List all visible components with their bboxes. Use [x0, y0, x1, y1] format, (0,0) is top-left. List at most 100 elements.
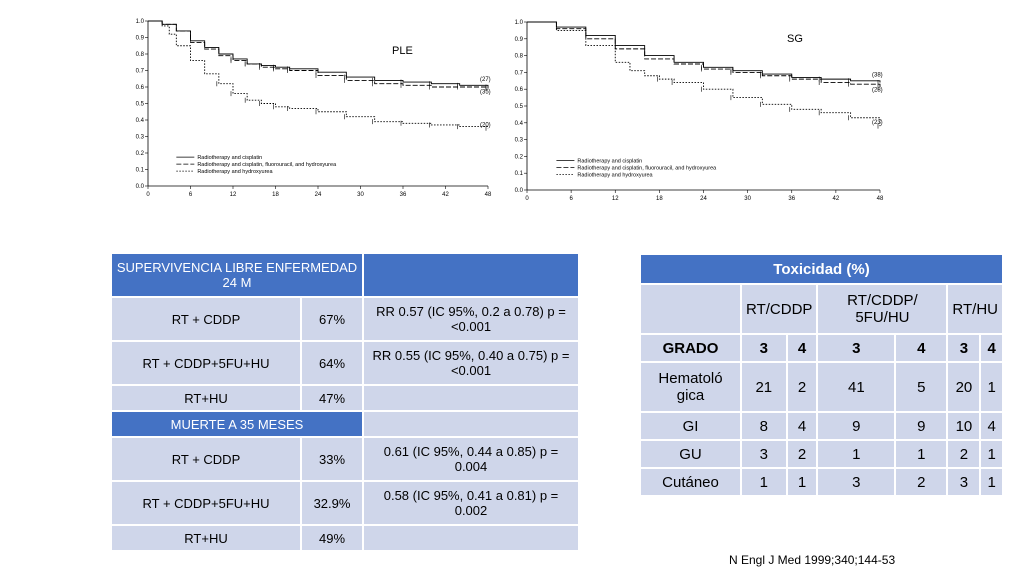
pct-cell: 49% [302, 526, 362, 550]
tox-value: 2 [787, 441, 817, 467]
survival-header-1: SUPERVIVENCIA LIBRE ENFERMEDAD 24 M [112, 254, 362, 296]
grade-cell: 4 [981, 335, 1002, 361]
table-row: RT + CDDP 33% 0.61 (IC 95%, 0.44 a 0.85)… [112, 438, 578, 480]
series-end-label: (27) [480, 77, 491, 83]
series-line [148, 20, 489, 89]
series-end-label: (23) [872, 120, 883, 126]
arm-cell: RT+HU [112, 526, 300, 550]
series-end-label: (38) [872, 72, 883, 78]
tox-value: 2 [787, 363, 817, 411]
tox-value: 9 [896, 413, 947, 439]
tox-label: Hematoló gica [641, 363, 741, 411]
y-tick-label: 0.9 [136, 36, 145, 42]
y-tick-label: 0.4 [136, 118, 145, 124]
table-row: RT + CDDP+5FU+HU 64% RR 0.55 (IC 95%, 0.… [112, 342, 578, 384]
x-tick-label: 24 [315, 192, 322, 198]
grade-row: GRADO 3 4 3 4 3 4 [641, 335, 1002, 361]
y-tick-label: 0.3 [136, 135, 145, 141]
km-chart-ple: 0.0 0.1 0.2 0.3 0.4 0.5 0.6 0.7 0.8 0.9 1.0 0 6 12 18 2… [128, 14, 498, 200]
y-tick-label: 0.3 [515, 138, 524, 144]
tox-value: 1 [896, 441, 947, 467]
table-row: RT+HU 49% [112, 526, 578, 550]
tox-value: 10 [948, 413, 980, 439]
survival-header-2: MUERTE A 35 MESES [112, 412, 362, 436]
grade-cell: 3 [948, 335, 980, 361]
y-tick-label: 0.2 [136, 151, 145, 157]
x-tick-label: 48 [485, 192, 492, 198]
km-chart-sg: 0.0 0.1 0.2 0.3 0.4 0.5 0.6 0.7 0.8 0.9 1.0 0 6 12 18 2… [507, 16, 887, 204]
tox-value: 1 [981, 469, 1002, 495]
tox-value: 2 [896, 469, 947, 495]
tox-value: 5 [896, 363, 947, 411]
tox-value: 2 [948, 441, 980, 467]
y-tick-label: 0.7 [136, 69, 145, 75]
toxicity-title-row: Toxicidad (%) [641, 255, 1002, 283]
stat-cell [364, 386, 578, 410]
x-tick-label: 36 [788, 196, 795, 202]
x-tick-label: 0 [525, 196, 529, 202]
y-tick-label: 0.2 [515, 154, 524, 160]
stat-cell: 0.58 (IC 95%, 0.41 a 0.81) p = 0.002 [364, 482, 578, 524]
series-line [527, 21, 881, 83]
grade-cell: 4 [896, 335, 947, 361]
pct-cell: 32.9% [302, 482, 362, 524]
x-tick-label: 36 [400, 192, 407, 198]
series-end-label: (28) [872, 88, 883, 94]
tox-label: GI [641, 413, 741, 439]
survival-table: SUPERVIVENCIA LIBRE ENFERMEDAD 24 M RT +… [110, 252, 580, 552]
grade-cell: 3 [818, 335, 895, 361]
y-tick-label: 0.6 [136, 85, 145, 91]
x-tick-label: 6 [189, 192, 193, 198]
pct-cell: 47% [302, 386, 362, 410]
tox-value: 4 [981, 413, 1002, 439]
arm-cell: RT + CDDP+5FU+HU [112, 482, 300, 524]
x-tick-label: 12 [230, 192, 237, 198]
stat-cell: 0.61 (IC 95%, 0.44 a 0.85) p = 0.004 [364, 438, 578, 480]
survival-header-row: SUPERVIVENCIA LIBRE ENFERMEDAD 24 M [112, 254, 578, 296]
x-tick-label: 18 [272, 192, 279, 198]
table-row: RT+HU 47% [112, 386, 578, 410]
arm-cell: RT + CDDP+5FU+HU [112, 342, 300, 384]
toxicity-table: Toxicidad (%) RT/CDDP RT/CDDP/ 5FU/HU RT… [639, 253, 1004, 497]
arm-header: RT/CDDP/ 5FU/HU [818, 285, 947, 333]
y-tick-label: 0.1 [136, 168, 145, 174]
legend-label: Radiotherapy and cisplatin [197, 155, 262, 161]
x-tick-label: 30 [744, 196, 751, 202]
legend-label: Radiotherapy and cisplatin [577, 159, 642, 165]
table-row: RT + CDDP 67% RR 0.57 (IC 95%, 0.2 a 0.7… [112, 298, 578, 340]
toxicity-title: Toxicidad (%) [641, 255, 1002, 283]
arm-header: RT/CDDP [742, 285, 817, 333]
tox-value: 1 [742, 469, 786, 495]
legend-label: Radiotherapy and cisplatin, fluorouracil… [577, 166, 717, 172]
grade-cell: 4 [787, 335, 817, 361]
series-line [148, 20, 489, 129]
tox-value: 9 [818, 413, 895, 439]
tox-value: 1 [787, 469, 817, 495]
series-end-label: (35) [480, 90, 491, 96]
table-row: Cutáneo 1 1 3 2 3 1 [641, 469, 1002, 495]
pct-cell: 64% [302, 342, 362, 384]
tox-label: Cutáneo [641, 469, 741, 495]
y-tick-label: 0.9 [515, 37, 524, 43]
x-tick-label: 42 [442, 192, 449, 198]
tox-value: 21 [742, 363, 786, 411]
arm-cell: RT + CDDP [112, 438, 300, 480]
arm-header-empty [641, 285, 741, 333]
tox-value: 3 [742, 441, 786, 467]
table-row: Hematoló gica 21 2 41 5 20 1 [641, 363, 1002, 411]
tox-value: 8 [742, 413, 786, 439]
arm-header: RT/HU [948, 285, 1002, 333]
tox-value: 1 [818, 441, 895, 467]
x-tick-label: 42 [833, 196, 840, 202]
legend-label: Radiotherapy and hydroxyurea [577, 173, 653, 179]
km-chart-sg-svg: 0.0 0.1 0.2 0.3 0.4 0.5 0.6 0.7 0.8 0.9 1.0 0 6 12 18 2… [515, 20, 884, 202]
tox-value: 4 [787, 413, 817, 439]
tox-value: 41 [818, 363, 895, 411]
y-tick-label: 0.6 [515, 87, 524, 93]
y-tick-label: 1.0 [136, 19, 145, 25]
tox-value: 3 [818, 469, 895, 495]
y-tick-label: 0.5 [515, 104, 524, 110]
tox-value: 3 [948, 469, 980, 495]
grade-label: GRADO [641, 335, 741, 361]
table-row: GI 8 4 9 9 10 4 [641, 413, 1002, 439]
